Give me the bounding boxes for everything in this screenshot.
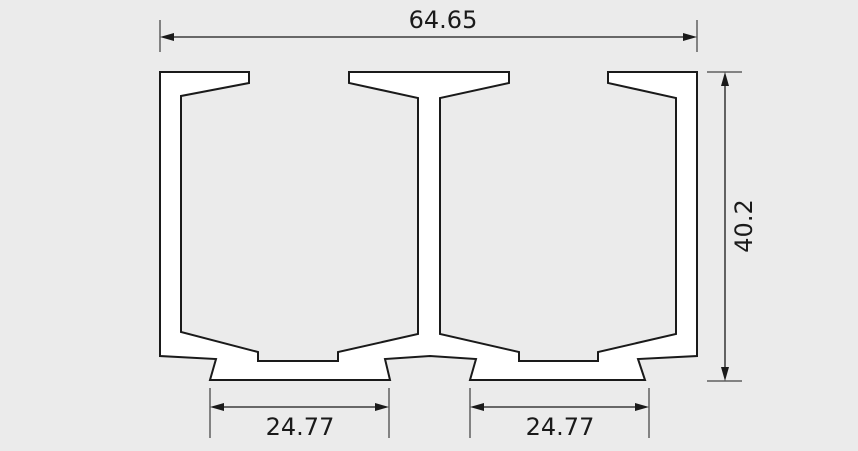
dimension-overall-width: 64.65 (159, 6, 698, 52)
dimension-label-height: 40.2 (730, 199, 758, 252)
arrowhead-right-opening-b (635, 403, 649, 411)
dimension-label-left-opening: 24.77 (266, 413, 335, 441)
profile-outline-group (159, 71, 698, 381)
dimension-label-width: 64.65 (409, 6, 478, 34)
dimension-overall-height: 40.2 (707, 71, 758, 382)
dimension-label-right-opening: 24.77 (526, 413, 595, 441)
arrowhead-right (683, 33, 697, 41)
arrowhead-left-opening-b (375, 403, 389, 411)
arrowhead-left (160, 33, 174, 41)
dimension-left-opening: 24.77 (209, 388, 390, 441)
arrowhead-right-opening-a (470, 403, 484, 411)
arrowhead-left-opening-a (210, 403, 224, 411)
profile-outer-outline (159, 71, 698, 381)
arrowhead-top (721, 72, 729, 86)
dimension-right-opening: 24.77 (469, 388, 650, 441)
arrowhead-bottom (721, 367, 729, 381)
